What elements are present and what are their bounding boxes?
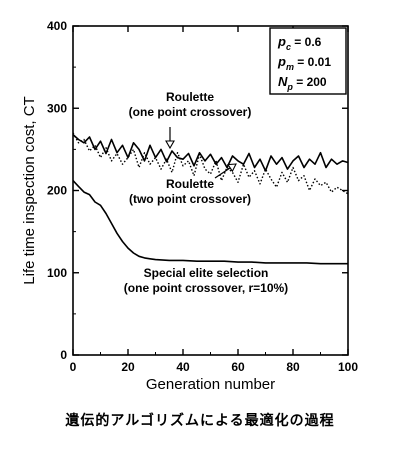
x-tick-label: 40 — [176, 360, 190, 374]
x-tick-label: 20 — [121, 360, 135, 374]
series-roulette-one-point — [72, 134, 349, 172]
plot-area — [72, 132, 349, 265]
figure-caption: 遺伝的アルゴリズムによる最適化の過程 — [65, 413, 335, 429]
annotation-arrowhead — [165, 140, 175, 150]
parameter-line: pc = 0.6 — [277, 34, 322, 52]
series-special-elite — [72, 180, 348, 265]
x-tick-label: 0 — [70, 360, 77, 374]
parameter-line: pm = 0.01 — [277, 54, 331, 72]
x-tick-label: 80 — [286, 360, 300, 374]
annotation-arrowhead — [226, 163, 237, 173]
y-tick-label: 400 — [47, 19, 67, 33]
axes: 0 20 40 60 80 100 0 100 200 300 400 Generation numb… — [21, 19, 358, 393]
annotation-elite-line: Special elite selection — [144, 266, 269, 280]
annotation-elite-line: (one point crossover, r=10%) — [124, 281, 288, 295]
parameter-line: Np = 200 — [278, 74, 327, 92]
y-axis-label: Life time inspection cost, CT — [21, 96, 38, 284]
x-tick-label: 60 — [231, 360, 245, 374]
x-tick-label: 100 — [338, 360, 358, 374]
annotation-roulette1-line: Roulette — [166, 90, 214, 104]
life-time-cost-chart: 0 20 40 60 80 100 0 100 200 300 400 Generation numb… — [21, 19, 358, 393]
parameter-box — [269, 27, 347, 95]
annotation-roulette2-line: Roulette — [166, 177, 214, 191]
y-tick-label: 200 — [47, 184, 67, 198]
y-tick-label: 0 — [60, 348, 67, 362]
x-axis-label: Generation number — [146, 376, 275, 393]
y-tick-label: 300 — [47, 101, 67, 115]
y-tick-label: 100 — [47, 266, 67, 280]
annotation-roulette2-line: (two point crossover) — [129, 192, 251, 206]
annotation-roulette1-line: (one point crossover) — [129, 105, 252, 119]
